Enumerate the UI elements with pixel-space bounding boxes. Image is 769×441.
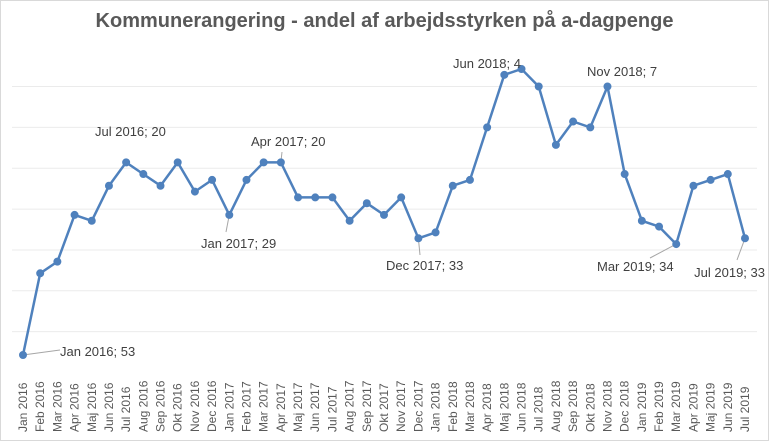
data-point (414, 234, 423, 243)
data-point (465, 175, 474, 184)
data-point (620, 170, 629, 179)
x-tick-label: Dec 2017 (411, 380, 425, 432)
data-point (53, 257, 62, 266)
data-point (741, 234, 749, 243)
label-leader-line (22, 349, 61, 356)
x-tick-label: Okt 2018 (583, 383, 597, 432)
data-label: Jul 2019; 33 (694, 265, 765, 280)
data-point (139, 170, 148, 179)
data-point (225, 210, 234, 219)
data-point (517, 65, 526, 73)
x-tick-label: Dec 2018 (618, 380, 632, 432)
data-point (672, 240, 681, 249)
data-point (637, 216, 646, 225)
chart-title: Kommunerangering - andel af arbejdsstyrk… (95, 10, 674, 32)
x-tick-label: Jul 2016 (119, 386, 133, 432)
x-tick-label: Jan 2017 (222, 382, 236, 432)
x-tick-label: Mar 2019 (669, 381, 683, 432)
data-point (569, 117, 578, 126)
data-point (723, 170, 732, 179)
data-point (208, 175, 217, 184)
data-label: Jan 2016; 53 (60, 344, 135, 359)
data-point (380, 210, 388, 219)
data-point (328, 193, 337, 202)
x-tick-label: Feb 2018 (446, 381, 460, 432)
data-point (104, 181, 113, 190)
x-tick-label: Nov 2018 (600, 380, 614, 432)
data-label: Apr 2017; 20 (251, 134, 325, 149)
x-tick-label: Jul 2019 (738, 386, 752, 432)
x-tick-label: Maj 2017 (291, 382, 305, 432)
x-tick-label: Sep 2018 (566, 380, 580, 432)
x-tick-label: Apr 2016 (68, 383, 82, 432)
label-leader-line (649, 243, 677, 259)
data-point (311, 193, 320, 202)
x-tick-label: Aug 2017 (343, 380, 357, 432)
data-point (259, 158, 268, 167)
x-tick-label: Feb 2017 (239, 381, 253, 432)
data-point (534, 82, 543, 91)
x-tick-label: Nov 2017 (394, 380, 408, 432)
x-tick-label: Maj 2018 (497, 382, 511, 432)
data-label: Jul 2016; 20 (95, 124, 166, 139)
x-tick-label: Sep 2017 (360, 380, 374, 432)
x-tick-label: Jun 2019 (721, 382, 735, 432)
data-point (87, 216, 96, 225)
x-tick-label: Okt 2017 (377, 383, 391, 432)
data-point (122, 158, 131, 167)
data-point (448, 181, 457, 190)
data-label: Nov 2018; 7 (587, 64, 657, 79)
x-tick-label: Apr 2019 (686, 383, 700, 432)
data-point (173, 158, 182, 167)
data-point (156, 181, 165, 190)
data-label: Mar 2019; 34 (597, 259, 674, 274)
x-tick-label: Mar 2017 (257, 381, 271, 432)
x-tick-label: Jan 2018 (429, 382, 443, 432)
x-tick-label: Jun 2016 (102, 382, 116, 432)
x-tick-label: Apr 2017 (274, 383, 288, 432)
data-label: Jan 2017; 29 (201, 236, 276, 251)
x-tick-label: Jan 2016 (16, 382, 30, 432)
x-tick-label: Apr 2018 (480, 383, 494, 432)
data-point (276, 158, 285, 167)
x-tick-label: Dec 2016 (205, 380, 219, 432)
data-point (706, 175, 715, 184)
data-point (70, 210, 79, 219)
data-point (500, 70, 509, 79)
data-label: Jun 2018; 4 (453, 56, 521, 71)
x-tick-label: Jun 2017 (308, 382, 322, 432)
data-point (431, 228, 440, 237)
x-tick-label: Maj 2016 (85, 382, 99, 432)
data-point (586, 123, 595, 132)
x-tick-label: Nov 2016 (188, 380, 202, 432)
x-tick-label: Aug 2018 (549, 380, 563, 432)
data-point (190, 187, 199, 196)
data-point (362, 199, 371, 208)
data-point (689, 181, 698, 190)
x-tick-label: Jul 2017 (325, 386, 339, 432)
x-tick-label: Okt 2016 (171, 383, 185, 432)
data-point (483, 123, 492, 132)
x-tick-label: Jan 2019 (635, 382, 649, 432)
x-tick-label: Jun 2018 (515, 382, 529, 432)
data-point (294, 193, 303, 202)
x-tick-label: Jul 2018 (532, 386, 546, 432)
data-point (345, 216, 354, 225)
data-point (19, 351, 27, 359)
data-point (36, 269, 45, 278)
x-tick-label: Mar 2016 (50, 381, 64, 432)
x-tick-label: Sep 2016 (154, 380, 168, 432)
data-point (655, 222, 664, 231)
data-point (551, 140, 560, 149)
x-tick-label: Feb 2016 (33, 381, 47, 432)
data-label: Dec 2017; 33 (386, 258, 463, 273)
x-tick-label: Feb 2019 (652, 381, 666, 432)
data-point (397, 193, 406, 202)
data-point (242, 175, 251, 184)
x-tick-label: Mar 2018 (463, 381, 477, 432)
x-tick-label: Aug 2016 (136, 380, 150, 432)
data-point (603, 82, 612, 91)
x-tick-label: Maj 2019 (704, 382, 718, 432)
